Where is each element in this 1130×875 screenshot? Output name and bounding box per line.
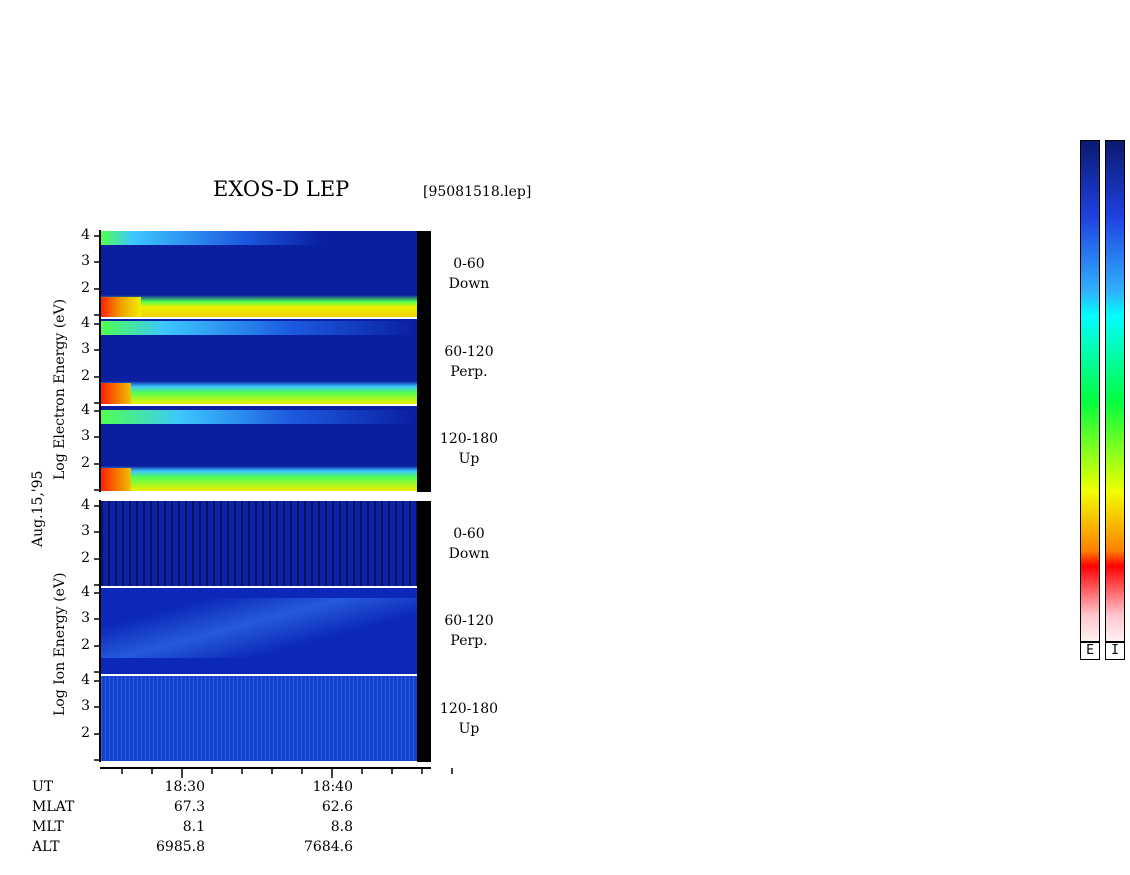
y-tick-label: 3 bbox=[81, 523, 90, 539]
panel-angle-label: 60-120 bbox=[444, 344, 494, 360]
y-tick-label: 4 bbox=[81, 497, 90, 513]
y-tick-label: 3 bbox=[81, 341, 90, 357]
y-tick-label: 3 bbox=[81, 428, 90, 444]
y-tick-label: 2 bbox=[81, 455, 90, 471]
electron-down-panel bbox=[101, 231, 417, 317]
panel-angle-label: 60-120 bbox=[444, 613, 494, 629]
y-tick-label: 4 bbox=[81, 584, 90, 600]
panel-angle-label: 120-180 bbox=[439, 701, 499, 717]
orbit-row-label: MLAT bbox=[32, 799, 75, 815]
panel-direction-label: Perp. bbox=[450, 364, 488, 380]
orbit-row-value: 67.3 bbox=[173, 799, 205, 815]
y-tick-label: 2 bbox=[81, 280, 90, 296]
electron-up-panel bbox=[101, 406, 417, 491]
orbit-row-value: 8.8 bbox=[330, 819, 353, 835]
ion-perp-panel bbox=[101, 588, 417, 674]
orbit-row-value: 6985.8 bbox=[156, 839, 205, 855]
y-tick-label: 4 bbox=[81, 227, 90, 243]
panel-angle-label: 0-60 bbox=[453, 526, 485, 542]
y-tick-label: 2 bbox=[81, 550, 90, 566]
y-tick-label: 3 bbox=[81, 610, 90, 626]
orbit-row-label: UT bbox=[32, 779, 54, 795]
electron-colorbar-label: E bbox=[1080, 642, 1100, 660]
ion-colorbar-label: I bbox=[1105, 642, 1125, 660]
orbit-row-value: 7684.6 bbox=[304, 839, 353, 855]
y-tick-label: 4 bbox=[81, 315, 90, 331]
y-tick-label: 2 bbox=[81, 725, 90, 741]
y-tick-label: 3 bbox=[81, 698, 90, 714]
chart-title: EXOS-D LEP bbox=[213, 177, 350, 201]
y-tick-label: 3 bbox=[81, 253, 90, 269]
panel-direction-label: Up bbox=[458, 721, 480, 737]
orbit-row-value: 8.1 bbox=[182, 819, 205, 835]
orbit-row-value: 62.6 bbox=[321, 799, 353, 815]
ion-down-panel bbox=[101, 501, 417, 586]
panel-angle-label: 120-180 bbox=[439, 431, 499, 447]
orbit-row-label: MLT bbox=[32, 819, 64, 835]
electron-colorbar bbox=[1080, 140, 1100, 642]
panel-angle-label: 0-60 bbox=[453, 256, 485, 272]
ion-up-panel bbox=[101, 676, 417, 761]
electron-data-gap bbox=[417, 231, 431, 492]
file-name: [95081518.lep] bbox=[423, 184, 532, 200]
ion-colorbar bbox=[1105, 140, 1125, 642]
y-tick-label: 2 bbox=[81, 368, 90, 384]
y-tick-label: 4 bbox=[81, 672, 90, 688]
panel-direction-label: Down bbox=[448, 276, 490, 292]
orbit-row-value: 18:40 bbox=[312, 779, 353, 795]
panel-direction-label: Down bbox=[448, 546, 490, 562]
electron-perp-panel bbox=[101, 319, 417, 404]
orbit-row-label: ALT bbox=[32, 839, 60, 855]
y-tick-label: 4 bbox=[81, 402, 90, 418]
ion-data-gap bbox=[417, 501, 431, 762]
y-tick-label: 2 bbox=[81, 637, 90, 653]
orbit-row-value: 18:30 bbox=[164, 779, 205, 795]
panel-direction-label: Up bbox=[458, 451, 480, 467]
panel-direction-label: Perp. bbox=[450, 633, 488, 649]
